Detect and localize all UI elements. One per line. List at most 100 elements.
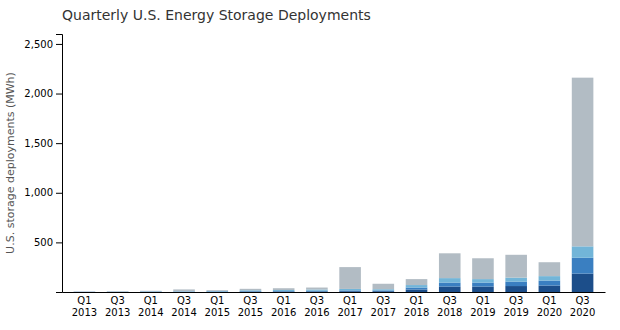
- bar: [505, 286, 527, 292]
- tick-label: Q32016: [304, 295, 329, 318]
- bar: [373, 290, 395, 292]
- tick-label: Q32017: [371, 295, 396, 318]
- bar: [373, 291, 395, 292]
- tick: Q12014: [138, 295, 163, 318]
- bar: [439, 253, 461, 278]
- bar: [339, 291, 361, 292]
- tick: Q32014: [171, 295, 196, 318]
- tick: Q32018: [437, 295, 462, 318]
- bar: [206, 291, 228, 292]
- tick: 500: [34, 237, 62, 248]
- bar: [173, 291, 195, 292]
- bar: [107, 291, 129, 292]
- tick-label: Q32015: [238, 295, 263, 318]
- tick-mark: [56, 94, 62, 95]
- bar: [505, 282, 527, 286]
- plot-area: 5001,0001,5002,0002,500Q12013Q32013Q1201…: [24, 35, 605, 318]
- bar: [472, 287, 494, 292]
- bar: [339, 290, 361, 292]
- tick: Q32019: [503, 295, 528, 318]
- bar: [74, 291, 96, 292]
- bar: [140, 291, 162, 292]
- tick: Q12018: [404, 295, 429, 318]
- bar: [240, 289, 262, 290]
- bar: [472, 279, 494, 282]
- tick-label: 1,500: [24, 138, 53, 149]
- bar: [539, 276, 561, 280]
- bar: [539, 281, 561, 286]
- tick-label: Q12014: [138, 295, 163, 318]
- tick-label: Q32019: [503, 295, 528, 318]
- bar: [406, 288, 428, 290]
- tick-mark: [56, 44, 62, 45]
- tick: 1,000: [24, 187, 62, 198]
- tick-label: Q12019: [470, 295, 495, 318]
- bar: [74, 291, 96, 292]
- axis-line: [56, 35, 63, 293]
- bar: [240, 291, 262, 292]
- bar: [406, 279, 428, 285]
- bar: [306, 290, 328, 292]
- tick: 2,000: [24, 88, 62, 99]
- tick: Q32013: [105, 295, 130, 318]
- tick: Q12017: [337, 295, 362, 318]
- bar: [406, 285, 428, 287]
- tick-label: 1,000: [24, 187, 53, 198]
- bar: [406, 290, 428, 292]
- tick-label: 500: [34, 237, 53, 248]
- bar: [107, 291, 129, 292]
- tick: Q12013: [72, 295, 97, 318]
- bar: [107, 291, 129, 292]
- bar: [439, 278, 461, 282]
- bar: [373, 284, 395, 289]
- bar: [539, 286, 561, 292]
- bar: [140, 290, 162, 291]
- tick-label: Q32013: [105, 295, 130, 318]
- tick: Q32016: [304, 295, 329, 318]
- bar: [107, 291, 129, 292]
- bar: [74, 291, 96, 292]
- bar: [140, 291, 162, 292]
- axis-line: [63, 292, 606, 293]
- bars: [74, 78, 594, 292]
- bar: [472, 283, 494, 287]
- title: Quarterly U.S. Energy Storage Deployment…: [62, 7, 371, 23]
- bar: [572, 274, 594, 292]
- tick-label: Q32018: [437, 295, 462, 318]
- bar: [206, 290, 228, 291]
- bar: [240, 291, 262, 292]
- tick: Q32017: [371, 295, 396, 318]
- tick-mark: [56, 193, 62, 194]
- tick-label: Q32020: [570, 295, 595, 318]
- tick-label: Q32014: [171, 295, 196, 318]
- bar: [339, 289, 361, 290]
- bar: [439, 283, 461, 287]
- tick: Q32015: [238, 295, 263, 318]
- bar: [339, 267, 361, 289]
- tick-label: Q12020: [537, 295, 562, 318]
- bar: [173, 291, 195, 292]
- bar: [173, 289, 195, 291]
- bar: [373, 289, 395, 290]
- y-axis: 5001,0001,5002,0002,500: [24, 35, 62, 293]
- tick-mark: [56, 143, 62, 144]
- bar: [505, 255, 527, 278]
- tick-mark: [56, 242, 62, 243]
- bar-series: [74, 78, 594, 292]
- bar: [539, 262, 561, 276]
- tick: Q12015: [205, 295, 230, 318]
- bar: [306, 290, 328, 291]
- bar: [206, 291, 228, 292]
- y-axis-title: U.S. storage deployments (MWh): [4, 72, 17, 254]
- bar: [572, 246, 594, 257]
- bar: [306, 291, 328, 292]
- tick: Q12016: [271, 295, 296, 318]
- bar: [74, 291, 96, 292]
- tick: 1,500: [24, 138, 62, 149]
- bar: [439, 287, 461, 292]
- tick-label: Q12018: [404, 295, 429, 318]
- tick-label: Q12017: [337, 295, 362, 318]
- tick-label: Q12016: [271, 295, 296, 318]
- tick-label: Q12015: [205, 295, 230, 318]
- chart: 5001,0001,5002,0002,500Q12013Q32013Q1201…: [0, 0, 620, 330]
